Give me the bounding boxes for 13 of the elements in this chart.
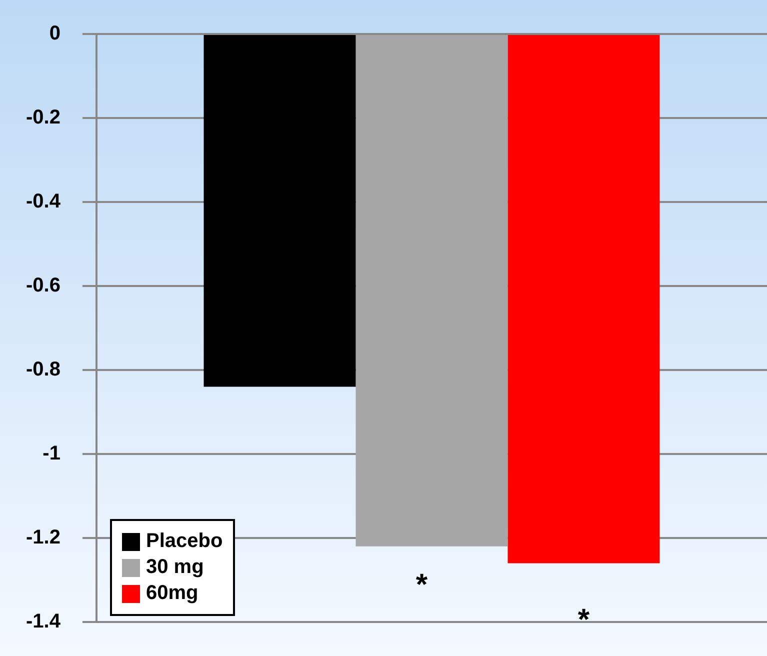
legend-label: Placebo — [146, 530, 223, 553]
legend-label: 30 mg — [146, 556, 204, 579]
annotation: * — [416, 568, 428, 602]
legend-label: 60mg — [146, 582, 198, 605]
y-tick-label: -1.2 — [26, 526, 60, 549]
annotation: * — [578, 603, 590, 636]
y-tick-label: -1.4 — [26, 610, 62, 633]
y-tick-label: -0.2 — [26, 106, 60, 129]
y-tick-label: 0 — [49, 22, 60, 45]
y-tick-label: -1 — [42, 442, 60, 465]
y-tick-label: -0.8 — [26, 358, 60, 381]
y-tick-label: -0.6 — [26, 274, 60, 297]
y-tick-label: -0.4 — [26, 190, 62, 213]
